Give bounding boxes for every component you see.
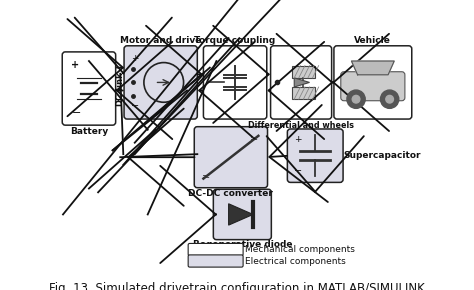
Text: −: − xyxy=(72,108,81,117)
Text: +: + xyxy=(131,54,138,63)
Bar xyxy=(292,66,315,78)
Text: DC-link: DC-link xyxy=(115,71,124,106)
Text: Battery: Battery xyxy=(70,127,108,137)
Bar xyxy=(292,87,315,99)
Text: Vehicle: Vehicle xyxy=(355,36,391,45)
FancyBboxPatch shape xyxy=(341,72,405,101)
FancyBboxPatch shape xyxy=(194,127,267,188)
FancyBboxPatch shape xyxy=(271,46,332,119)
Polygon shape xyxy=(294,78,310,87)
Circle shape xyxy=(386,95,393,103)
FancyBboxPatch shape xyxy=(188,255,243,267)
FancyBboxPatch shape xyxy=(334,46,412,119)
FancyBboxPatch shape xyxy=(213,189,271,240)
Text: Fig. 13. Simulated drivetrain configuration in MATLAB/SIMULINK: Fig. 13. Simulated drivetrain configurat… xyxy=(49,282,425,290)
FancyBboxPatch shape xyxy=(287,129,343,182)
Circle shape xyxy=(347,90,365,108)
FancyBboxPatch shape xyxy=(203,46,267,119)
Text: Supercapacitor: Supercapacitor xyxy=(343,151,420,160)
Text: =: = xyxy=(202,172,210,182)
Text: +: + xyxy=(72,59,80,70)
Text: Motor and drive: Motor and drive xyxy=(120,36,201,45)
Text: −: − xyxy=(131,101,139,111)
Text: −: − xyxy=(294,166,302,175)
FancyBboxPatch shape xyxy=(62,52,116,125)
Text: DC-DC converter: DC-DC converter xyxy=(189,189,273,198)
Text: Torque coupling: Torque coupling xyxy=(194,36,276,45)
Text: +: + xyxy=(294,135,302,144)
FancyBboxPatch shape xyxy=(188,243,243,256)
Text: Electrical components: Electrical components xyxy=(246,256,346,266)
Polygon shape xyxy=(228,204,253,225)
Text: =: = xyxy=(250,134,258,144)
FancyBboxPatch shape xyxy=(124,46,197,119)
Text: Regenerative diode: Regenerative diode xyxy=(192,240,292,249)
Circle shape xyxy=(381,90,399,108)
Circle shape xyxy=(352,95,360,103)
Text: Differential and wheels: Differential and wheels xyxy=(248,121,354,130)
Text: Mechanical components: Mechanical components xyxy=(246,245,356,254)
Polygon shape xyxy=(352,61,394,75)
